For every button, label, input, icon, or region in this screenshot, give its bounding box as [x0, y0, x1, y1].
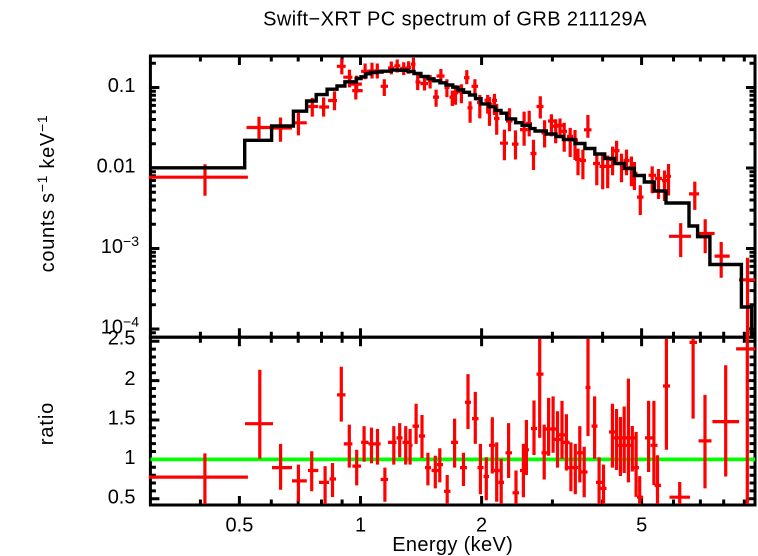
- svg-text:5: 5: [636, 515, 647, 537]
- svg-text:0.5: 0.5: [108, 486, 136, 508]
- svg-text:Energy (keV): Energy (keV): [392, 534, 513, 556]
- svg-text:ratio: ratio: [36, 402, 58, 445]
- svg-text:1: 1: [124, 447, 135, 469]
- svg-text:2: 2: [476, 515, 487, 537]
- svg-text:2.5: 2.5: [108, 327, 136, 349]
- svg-text:Swift−XRT PC spectrum of GRB 2: Swift−XRT PC spectrum of GRB 211129A: [263, 9, 647, 31]
- svg-text:1: 1: [355, 515, 366, 537]
- svg-text:0.01: 0.01: [97, 156, 136, 178]
- svg-text:0.5: 0.5: [226, 515, 254, 537]
- svg-text:1.5: 1.5: [108, 408, 136, 430]
- svg-text:2: 2: [124, 368, 135, 390]
- svg-text:counts s−1 keV−1: counts s−1 keV−1: [34, 115, 59, 273]
- svg-text:10−4: 10−4: [101, 314, 139, 339]
- svg-text:0.1: 0.1: [108, 75, 136, 97]
